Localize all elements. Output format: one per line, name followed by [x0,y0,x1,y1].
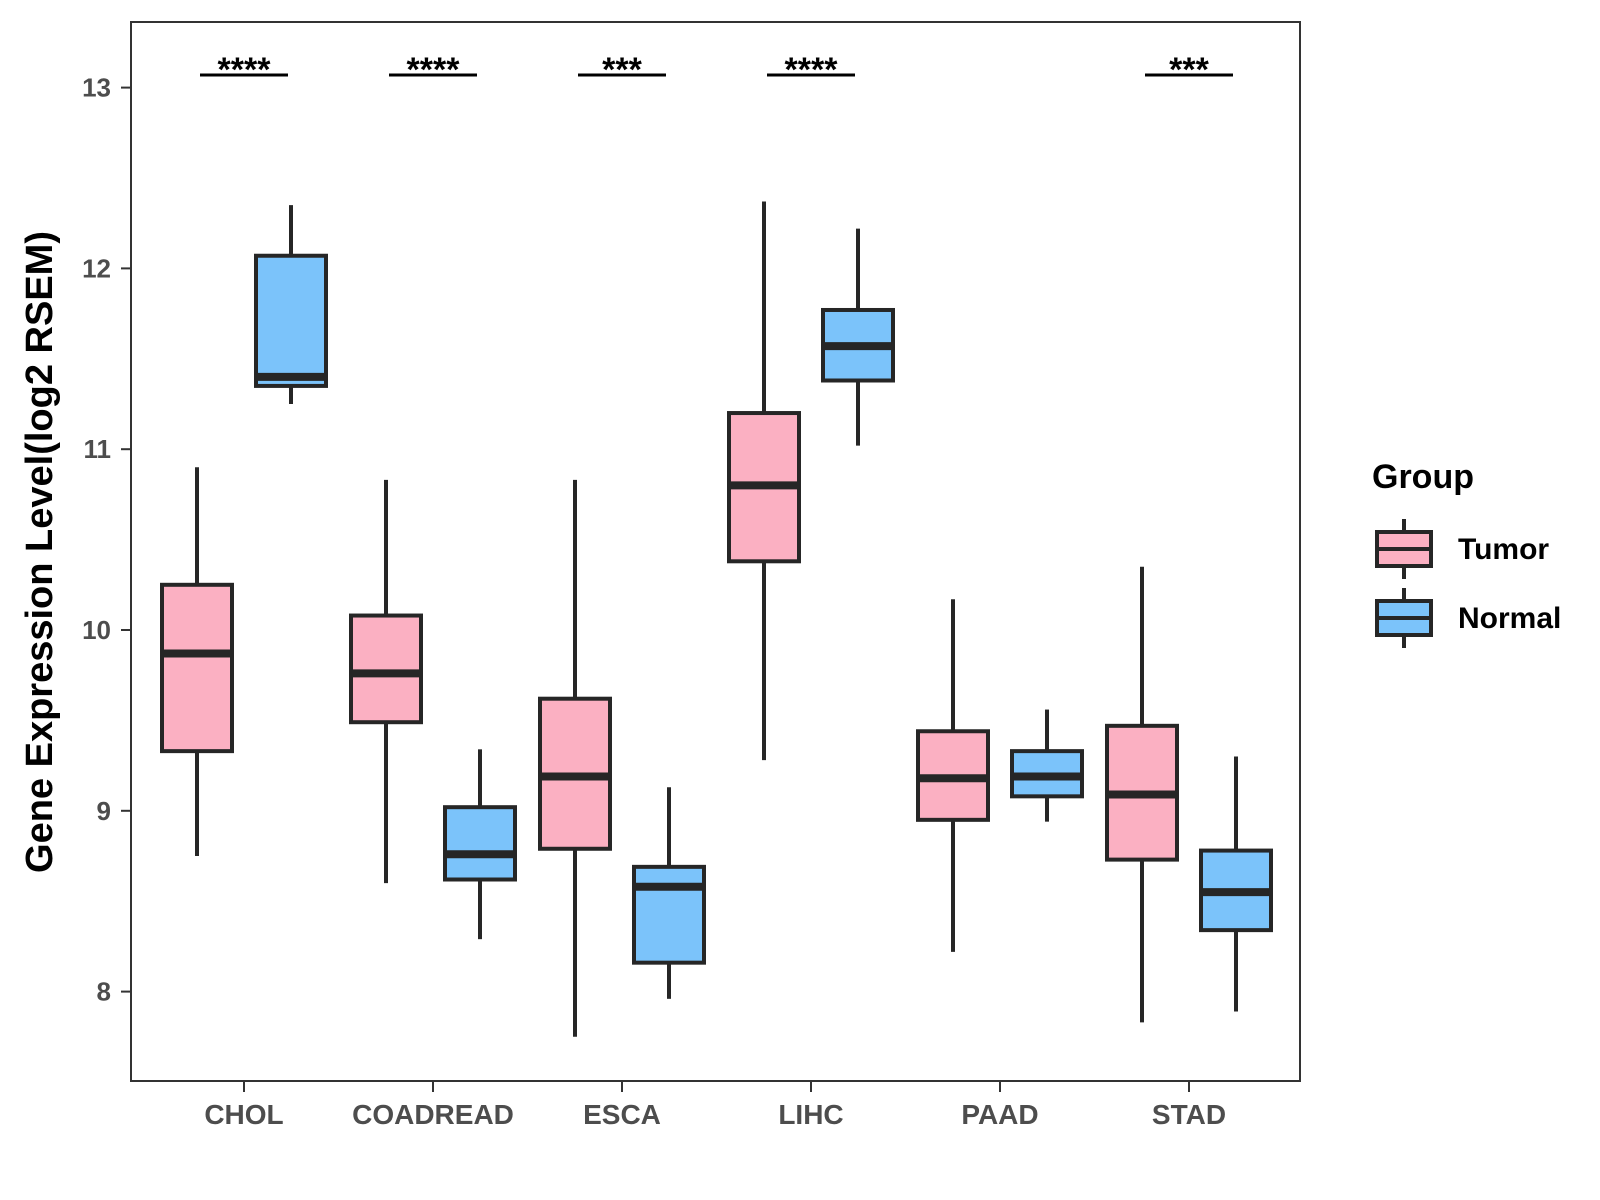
y-axis-title: Gene Expression Level(log2 RSEM) [19,231,61,873]
box-normal-stad [1199,756,1273,1012]
significance-label-esca: *** [602,51,642,89]
y-tick-label: 10 [82,615,111,645]
x-tick-label-coadread: COADREAD [352,1099,514,1130]
x-tick-label-lihc: LIHC [778,1099,843,1130]
y-tick-label: 9 [97,796,111,826]
y-tick-label: 13 [82,73,111,103]
box-iqr [632,864,706,965]
box-tumor-chol [160,467,234,856]
box-tumor-stad [1105,566,1179,1023]
box-iqr [160,582,234,754]
x-tick-label-stad: STAD [1152,1099,1226,1130]
box-normal-coadread [443,749,517,940]
significance-label-coadread: **** [407,51,461,89]
significance-layer: **** **** *** **** *** [200,51,1233,89]
significance-label-chol: **** [218,51,272,89]
plot-panel-border [130,21,1301,1082]
legend-entry-normal: Normal [1375,588,1561,648]
box-iqr [349,613,423,725]
y-axis: 8 9 10 11 12 13 [82,73,131,1007]
box-normal-chol [254,205,328,404]
x-tick-label-esca: ESCA [583,1099,661,1130]
x-tick-label-chol: CHOL [204,1099,283,1130]
legend-label: Tumor [1458,533,1549,566]
box-tumor-lihc [727,201,801,761]
box-iqr [254,253,328,388]
box-normal-lihc [821,228,895,446]
y-tick-label: 8 [97,977,111,1007]
x-axis: CHOL COADREAD ESCA LIHC PAAD STAD [204,1081,1226,1130]
box-tumor-esca [538,479,612,1037]
box-tumor-paad [916,599,990,952]
box-tumor-coadread [349,479,423,884]
legend-title: Group [1372,458,1474,496]
box-normal-paad [1010,709,1084,822]
x-tick-label-paad: PAAD [961,1099,1038,1130]
box-iqr [443,805,517,882]
significance-label-stad: *** [1169,51,1209,89]
significance-label-lihc: **** [785,51,839,89]
boxes-layer [160,201,1273,1037]
y-tick-label: 12 [82,253,111,283]
legend: Group Tumor Normal [1372,458,1561,648]
legend-entry-tumor: Tumor [1375,519,1549,579]
legend-label: Normal [1458,602,1561,635]
y-tick-label: 11 [84,434,112,464]
box-normal-esca [632,787,706,999]
